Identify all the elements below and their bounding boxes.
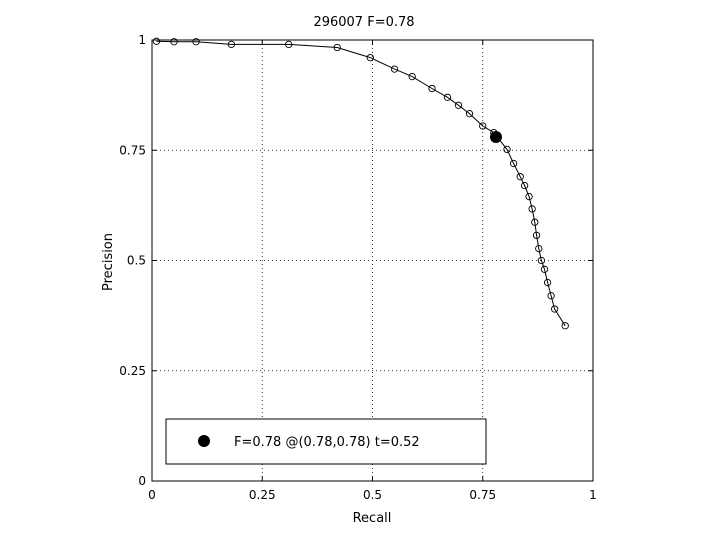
legend-box (165, 418, 487, 465)
data-point (550, 305, 559, 313)
data-point (443, 93, 452, 101)
data-point (479, 122, 487, 130)
y-tick-label: 0 (138, 474, 146, 488)
data-point (528, 205, 536, 213)
y-tick-label: 0.5 (127, 254, 146, 268)
data-point (520, 181, 529, 190)
data-point (532, 231, 541, 240)
data-point (227, 40, 236, 49)
data-point (454, 101, 463, 109)
series-line (156, 40, 566, 327)
legend: F=0.78 @(0.78,0.78) t=0.52 (165, 418, 487, 465)
data-point (535, 244, 543, 253)
data-point (531, 218, 539, 226)
data-point (408, 72, 416, 81)
series-layer (152, 37, 569, 330)
grid-lines (152, 40, 593, 481)
data-point (561, 322, 569, 330)
data-point (333, 43, 341, 52)
x-tick-label: 0.75 (469, 488, 496, 502)
data-point (152, 37, 161, 45)
legend-entry: F=0.78 @(0.78,0.78) t=0.52 (234, 435, 420, 450)
best-f-point (489, 131, 502, 144)
data-point (509, 159, 518, 168)
legend-marker (198, 435, 210, 447)
data-point (428, 84, 436, 93)
x-tick-label: 0.5 (363, 488, 382, 502)
data-point (537, 256, 546, 265)
y-axis-title: Precision (101, 233, 116, 291)
data-point (192, 38, 200, 46)
y-tick-label: 1 (138, 33, 146, 47)
data-point (366, 53, 374, 62)
data-point (390, 65, 399, 73)
data-point (503, 145, 511, 154)
chart-title: 296007 F=0.78 (313, 15, 414, 30)
data-point (525, 192, 533, 201)
x-axis-title: Recall (353, 511, 392, 526)
y-tick-label: 0.75 (119, 143, 146, 157)
axis-ticks: 0 0.25 0.5 0.75 1 0 0.25 0.5 0.75 1 (119, 33, 597, 502)
data-point (285, 40, 293, 49)
data-point (543, 278, 552, 287)
data-point (170, 38, 178, 46)
x-tick-label: 1 (589, 488, 597, 502)
data-point (540, 265, 549, 273)
y-tick-label: 0.25 (119, 364, 146, 378)
x-tick-label: 0 (148, 488, 156, 502)
data-point (465, 109, 474, 118)
data-point (547, 292, 555, 300)
x-tick-label: 0.25 (249, 488, 276, 502)
data-point (516, 173, 524, 181)
